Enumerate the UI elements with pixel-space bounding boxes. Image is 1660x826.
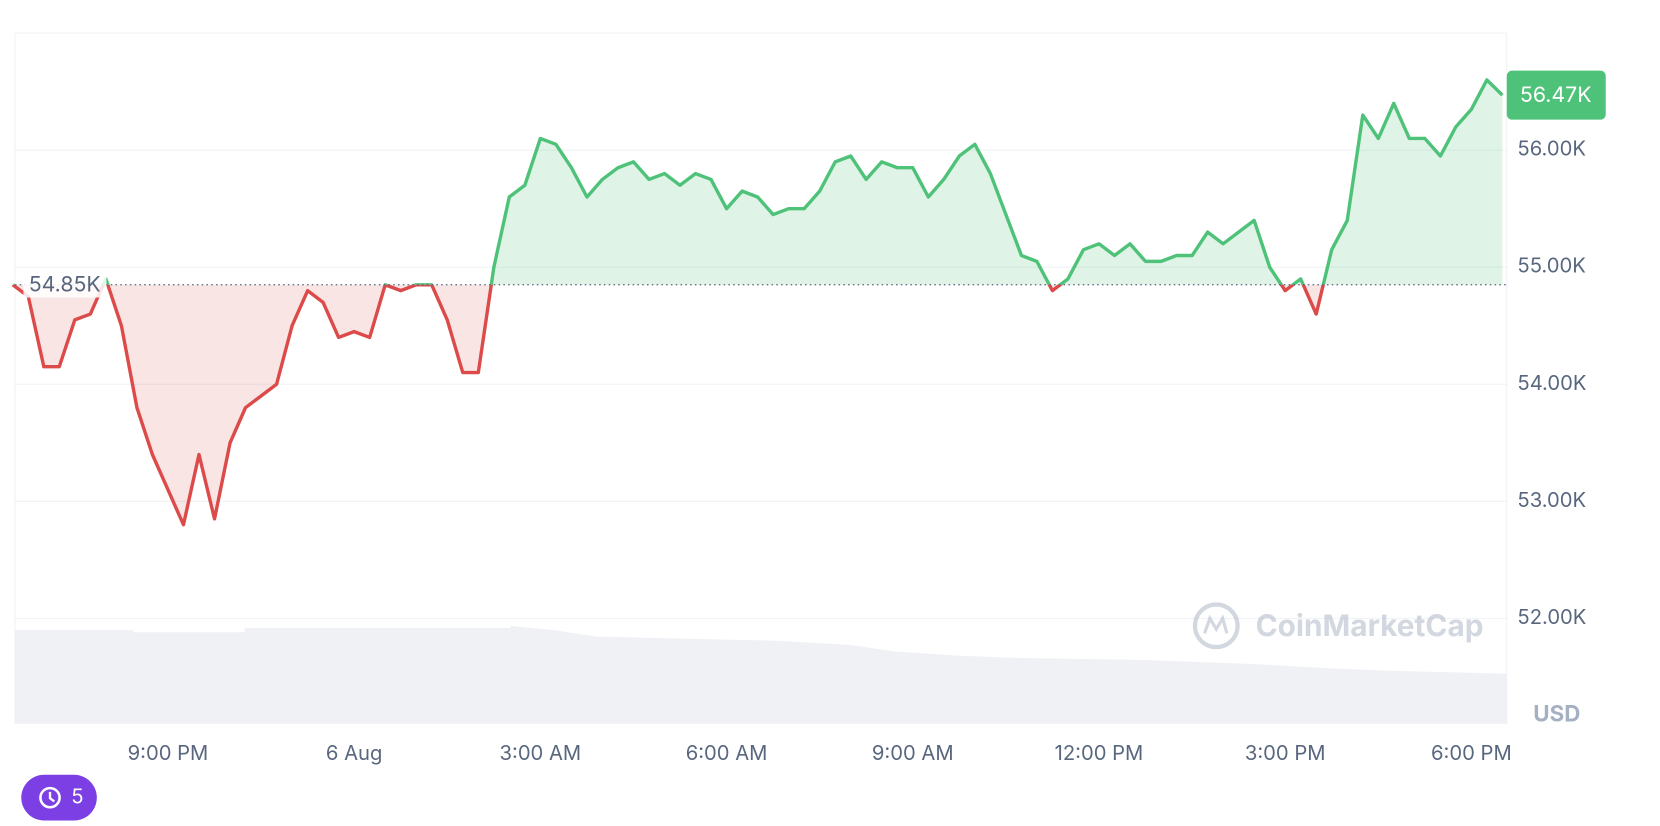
y-tick-label: 53.00K [1517,487,1586,512]
x-tick-label: 6:00 PM [1431,740,1512,765]
y-tick-label: 54.00K [1517,370,1586,395]
watermark: CoinMarketCap [1192,602,1484,650]
history-badge[interactable]: 5 [21,774,97,821]
x-tick-label: 6:00 AM [686,740,768,765]
baseline-label-bg [23,269,107,298]
line-down [11,284,1326,527]
y-tick-label: 55.00K [1517,253,1586,278]
y-tick-label: 56.00K [1517,136,1586,161]
currency-label: USD [1533,700,1580,727]
last-price-label: 56.47K [1520,82,1592,108]
volume-band [14,625,1507,724]
x-tick-label: 3:00 AM [500,740,582,765]
x-tick-label: 6 Aug [326,740,383,765]
baseline-label: 54.85K [29,272,101,298]
x-tick-label: 9:00 AM [872,740,954,765]
x-tick-label: 3:00 PM [1245,740,1326,765]
watermark-text: CoinMarketCap [1256,608,1484,644]
series [11,78,1504,527]
area-down [12,284,1503,525]
line-up [12,78,1504,285]
y-tick-label: 52.00K [1517,604,1586,629]
area-up [12,79,1503,285]
x-tick-label: 9:00 PM [128,740,209,765]
x-tick-label: 12:00 PM [1055,740,1144,765]
last-price-tag [1506,70,1606,120]
badge-count[interactable]: 5 [71,784,83,809]
